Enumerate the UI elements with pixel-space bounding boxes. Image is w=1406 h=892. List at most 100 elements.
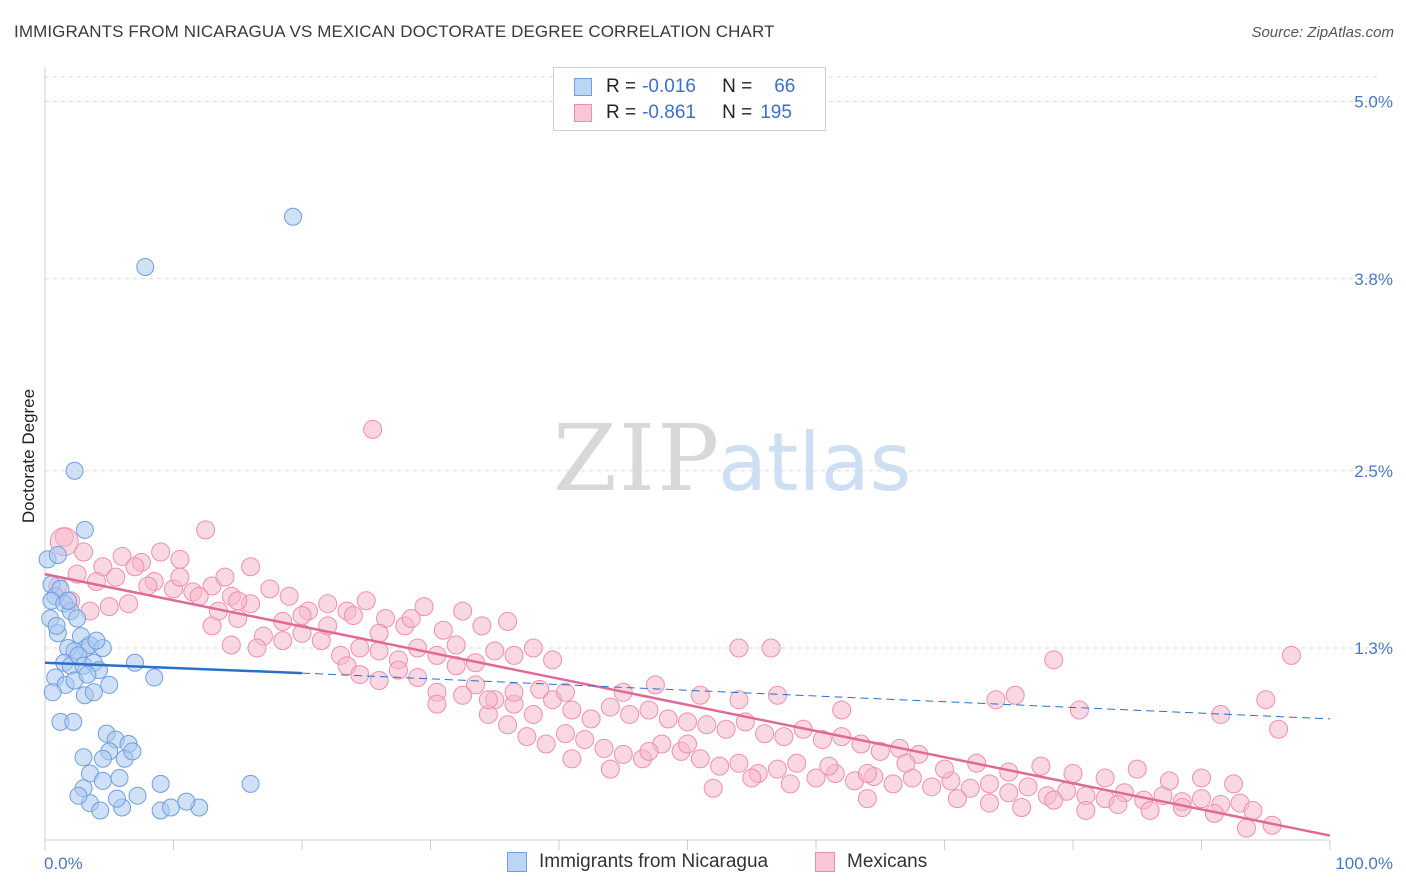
watermark: ZIP atlas — [553, 405, 911, 512]
watermark-zip: ZIP — [553, 405, 721, 512]
x-tick-label: 100.0% — [1335, 854, 1393, 873]
data-point-mexicans — [369, 623, 389, 643]
data-point-mexicans — [678, 734, 697, 754]
data-point-mexicans — [446, 635, 466, 655]
data-point-mexicans — [620, 704, 640, 724]
correlation-legend: R = -0.016 N = 66 R = -0.861 N = 195 — [553, 67, 826, 131]
legend-row-mexicans: R = -0.861 N = 195 — [574, 101, 792, 125]
data-point-mexicans — [600, 759, 620, 779]
data-point-mexicans — [562, 700, 582, 720]
legend-row-nicaragua: R = -0.016 N = 66 — [574, 75, 795, 99]
data-point-mexicans — [472, 616, 492, 636]
data-point-mexicans — [1140, 800, 1160, 820]
data-point-mexicans — [1236, 818, 1256, 838]
data-point-mexicans — [935, 759, 954, 779]
data-point-mexicans — [742, 768, 762, 788]
data-point-mexicans — [767, 759, 787, 779]
data-point-mexicans — [517, 727, 537, 747]
data-point-mexicans — [414, 597, 434, 617]
data-point-mexicans — [215, 567, 235, 587]
legend-label: Mexicans — [847, 851, 928, 872]
data-point-mexicans — [478, 690, 498, 710]
data-point-mexicans — [151, 542, 171, 562]
data-point-mexicans — [196, 520, 216, 540]
data-point-mexicans — [241, 557, 261, 577]
data-point-mexicans — [189, 586, 209, 606]
data-point-nicaragua — [65, 461, 84, 480]
data-point-mexicans — [498, 715, 518, 735]
data-point-mexicans — [979, 793, 999, 813]
legend-n-value: 66 — [774, 76, 796, 97]
data-point-mexicans — [575, 730, 595, 750]
data-point-mexicans — [832, 700, 852, 720]
data-point-nicaragua — [78, 665, 97, 684]
y-tick-label: 2.5% — [1354, 462, 1393, 481]
y-tick-label: 1.3% — [1354, 639, 1393, 658]
data-point-mexicans — [523, 704, 543, 724]
data-point-mexicans — [86, 572, 106, 592]
data-point-nicaragua — [136, 257, 155, 276]
data-point-nicaragua — [93, 771, 112, 790]
data-point-nicaragua — [110, 768, 129, 787]
data-point-mexicans — [401, 608, 421, 628]
data-point-mexicans — [388, 660, 408, 680]
data-point-nicaragua — [125, 653, 144, 672]
data-point-nicaragua — [43, 683, 62, 702]
data-point-mexicans — [690, 749, 710, 769]
data-point-mexicans — [453, 685, 473, 705]
series-legend: Immigrants from Nicaragua Mexicans — [0, 851, 1406, 879]
data-point-mexicans — [1012, 798, 1032, 818]
data-point-mexicans — [504, 645, 524, 665]
data-point-mexicans — [485, 641, 505, 661]
data-point-mexicans — [870, 741, 890, 761]
data-point-mexicans — [221, 635, 241, 655]
data-point-mexicans — [1159, 771, 1179, 791]
legend-r-label: R = — [606, 76, 637, 97]
legend-swatch-pink — [574, 104, 592, 122]
legend-r-value: -0.861 — [642, 102, 696, 123]
data-point-mexicans — [716, 719, 736, 739]
data-point-mexicans — [639, 741, 659, 761]
data-point-mexicans — [600, 697, 620, 717]
data-point-mexicans — [678, 712, 697, 732]
source-label: Source: ZipAtlas.com — [1251, 24, 1394, 41]
data-point-mexicans — [645, 675, 665, 695]
data-point-mexicans — [74, 542, 94, 562]
data-point-mexicans — [273, 631, 293, 651]
data-point-mexicans — [780, 774, 800, 794]
data-point-mexicans — [658, 709, 678, 729]
data-point-mexicans — [170, 567, 190, 587]
data-point-mexicans — [427, 694, 447, 714]
data-point-mexicans — [356, 591, 376, 611]
data-point-mexicans — [979, 774, 999, 794]
data-point-nicaragua — [284, 207, 303, 226]
data-point-mexicans — [774, 727, 794, 747]
trend-line-mexicans — [44, 572, 1331, 837]
data-point-mexicans — [690, 685, 710, 705]
data-point-mexicans — [125, 557, 145, 577]
data-point-mexicans — [1224, 774, 1244, 794]
data-point-nicaragua — [87, 631, 106, 650]
data-point-nicaragua — [128, 786, 147, 805]
data-point-mexicans — [523, 638, 543, 658]
legend-swatch-blue — [574, 78, 592, 96]
data-point-mexicans — [883, 774, 903, 794]
data-point-mexicans — [1095, 768, 1115, 788]
chart-title: IMMIGRANTS FROM NICARAGUA VS MEXICAN DOC… — [14, 22, 775, 41]
y-axis-label: Doctorate Degree — [19, 389, 38, 523]
data-point-nicaragua — [93, 749, 112, 768]
data-point-mexicans — [562, 749, 582, 769]
data-point-mexicans — [504, 682, 524, 702]
data-point-mexicans — [1127, 759, 1147, 779]
data-point-mexicans — [318, 594, 338, 614]
legend-swatch-pink — [815, 852, 835, 872]
data-point-mexicans — [555, 724, 575, 744]
axes — [44, 67, 1331, 850]
data-point-mexicans — [99, 597, 119, 617]
data-point-mexicans — [453, 601, 473, 621]
data-point-mexicans — [138, 576, 158, 596]
data-point-mexicans — [247, 638, 267, 658]
data-point-nicaragua — [161, 798, 180, 817]
data-point-nicaragua — [84, 683, 103, 702]
